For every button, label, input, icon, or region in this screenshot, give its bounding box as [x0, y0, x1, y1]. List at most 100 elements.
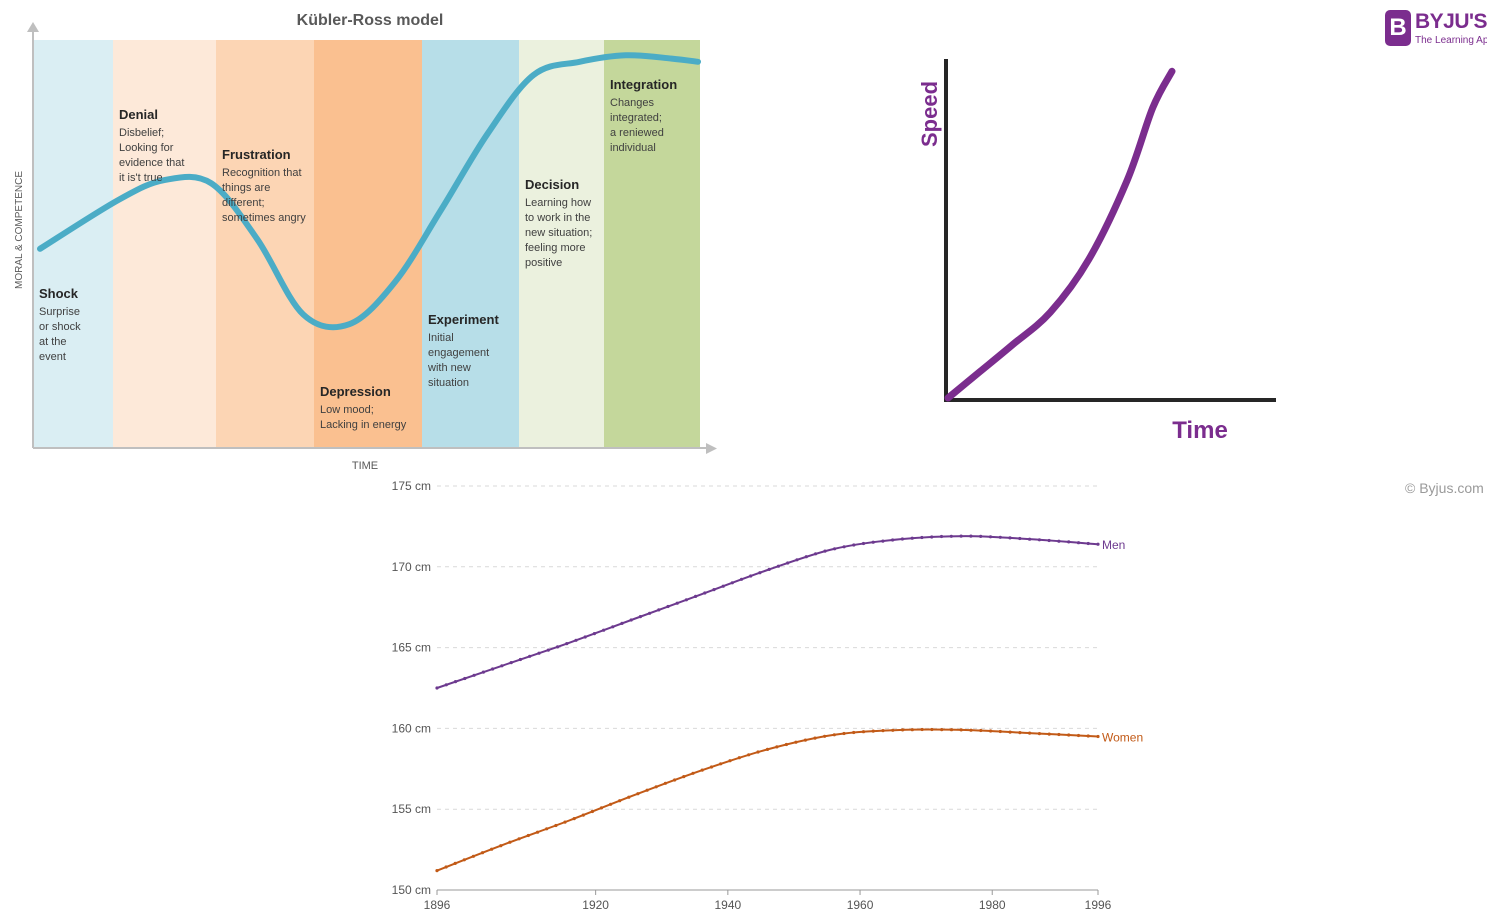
x-tick-label: 1960 [847, 898, 874, 912]
series-point-women [581, 813, 585, 817]
series-point-women [462, 858, 466, 862]
series-point-men [435, 686, 439, 690]
series-point-women [663, 781, 667, 785]
y-tick-label: 170 cm [392, 560, 431, 574]
series-point-women [881, 729, 885, 733]
copyright-text: © Byjus.com [1405, 480, 1484, 496]
logo-tagline: The Learning App [1415, 35, 1487, 46]
series-point-men [776, 564, 780, 568]
stage-desc-integration: Changes [610, 97, 655, 109]
stage-band-denial [113, 40, 216, 447]
series-point-men [1047, 538, 1051, 543]
series-point-women [765, 747, 770, 751]
series-point-women [1067, 733, 1071, 737]
series-point-women [654, 785, 658, 789]
series-point-women [737, 756, 741, 760]
series-point-women [794, 740, 798, 744]
series-point-women [728, 759, 732, 763]
series-point-women [756, 750, 760, 754]
series-point-women [861, 730, 866, 734]
series-point-men [638, 615, 642, 619]
series-point-men [842, 545, 846, 549]
height-series: Men Women [435, 534, 1143, 873]
x-tick-label: 1940 [714, 898, 741, 912]
stage-desc-frustration: Recognition that [222, 167, 302, 179]
stage-desc-denial: evidence that [119, 157, 184, 169]
series-point-women [1037, 732, 1041, 736]
byjus-logo: B BYJU'S The Learning App [1385, 8, 1487, 52]
series-point-women [508, 840, 512, 844]
series-point-men [444, 683, 448, 687]
stage-desc-shock: event [39, 351, 66, 363]
series-point-men [1057, 539, 1061, 543]
stage-desc-decision: Learning how [525, 197, 591, 209]
series-point-men [611, 625, 615, 629]
series-point-men [463, 676, 467, 681]
y-tick-label: 155 cm [392, 802, 431, 816]
series-point-men [657, 608, 661, 612]
stage-bands [33, 40, 700, 447]
speed-curve [944, 67, 1176, 402]
stage-name-experiment: Experiment [428, 312, 499, 327]
series-point-men [500, 664, 504, 668]
series-point-women [852, 730, 856, 735]
series-point-men [574, 638, 578, 642]
series-point-men [453, 680, 458, 684]
series-point-women [813, 736, 817, 740]
series-point-men [920, 535, 924, 540]
series-point-women [910, 728, 914, 732]
series-line-men [436, 535, 1099, 689]
series-point-men [767, 567, 771, 571]
series-point-women [535, 830, 540, 834]
series-point-women [784, 742, 788, 747]
series-point-women [435, 869, 439, 873]
series-point-men [518, 657, 522, 662]
series-point-men [546, 648, 550, 652]
speed-time-chart: Speed Time [917, 59, 1276, 444]
stage-desc-depression: Lacking in energy [320, 419, 407, 431]
stage-name-shock: Shock [39, 286, 79, 301]
series-point-women [891, 728, 895, 732]
stage-desc-experiment: situation [428, 377, 469, 389]
series-point-men [861, 541, 866, 546]
series-point-men [629, 618, 633, 622]
stage-desc-decision: positive [525, 257, 562, 269]
series-point-men [959, 534, 963, 538]
series-point-men [730, 581, 734, 585]
series-point-women [775, 745, 779, 749]
series-point-women [930, 727, 934, 732]
logo-name: BYJU'S [1415, 10, 1487, 33]
logo-mark: B [1385, 10, 1411, 46]
stage-desc-denial: Looking for [119, 142, 174, 154]
series-point-men [602, 628, 606, 632]
series-point-women [700, 768, 704, 772]
series-point-men [1086, 541, 1090, 546]
series-point-women [949, 728, 954, 732]
stage-desc-frustration: things are [222, 182, 270, 194]
series-point-women [901, 728, 905, 732]
kubler-ross-curve [37, 52, 701, 331]
y-tick-label: 150 cm [392, 883, 431, 897]
stage-desc-integration: integrated; [610, 112, 662, 124]
stage-desc-denial: it is't true [119, 172, 163, 184]
kubler-ross-title: Kübler-Ross model [297, 12, 444, 29]
stage-desc-depression: Low mood; [320, 404, 374, 416]
series-point-men [871, 540, 875, 544]
series-point-men [998, 535, 1002, 539]
stage-name-frustration: Frustration [222, 147, 291, 162]
stage-desc-shock: at the [39, 336, 67, 348]
series-point-women [645, 788, 649, 792]
series-point-women [871, 729, 875, 733]
x-axis-label: TIME [352, 460, 378, 472]
series-point-men [930, 535, 934, 539]
series-point-men [749, 574, 753, 578]
series-point-women [747, 753, 751, 757]
series-point-women [920, 727, 924, 732]
series-point-women [554, 823, 558, 828]
series-point-women [1096, 734, 1100, 739]
series-point-women [480, 851, 485, 855]
stage-name-integration: Integration [610, 77, 677, 92]
height-chart: 150 cm 155 cm 160 cm 165 cm 170 cm 175 cm Men… [392, 479, 1144, 912]
stage-desc-decision: feeling more [525, 242, 586, 254]
series-point-men [684, 598, 688, 602]
